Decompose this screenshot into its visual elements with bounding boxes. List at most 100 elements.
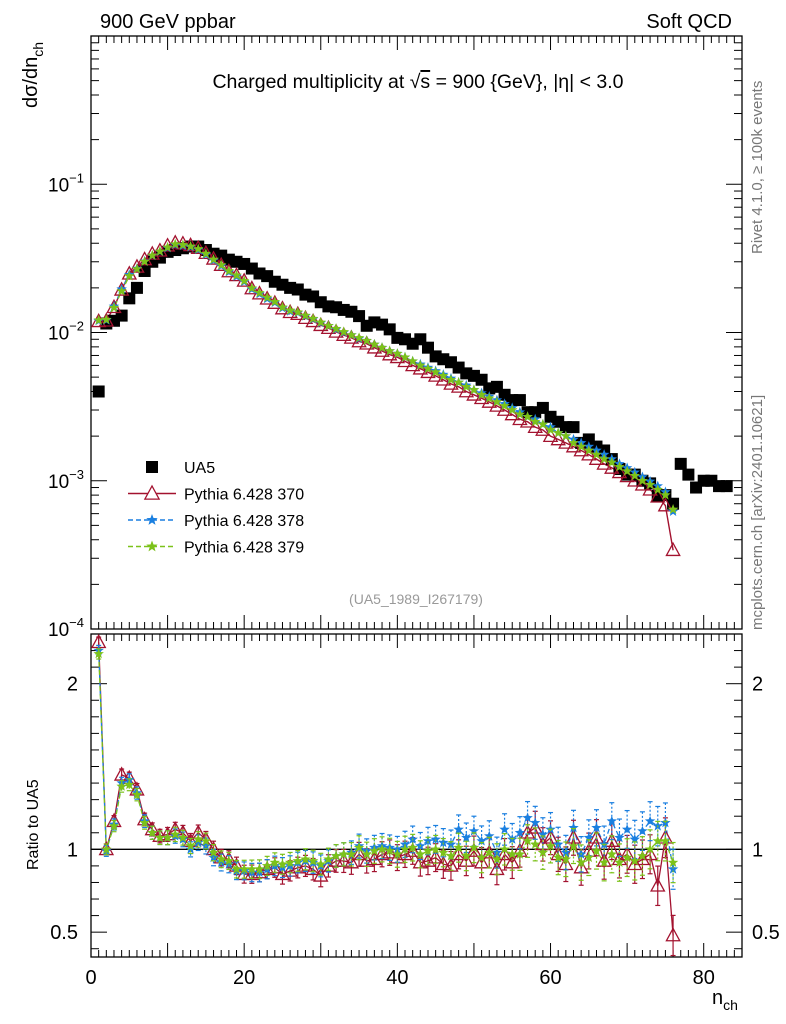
data-point-star-3 (445, 374, 457, 385)
ratio-point-star-1 (522, 812, 533, 823)
reference-label: (UA5_1989_I267179) (349, 591, 483, 607)
ratio-point-star-2 (476, 852, 487, 863)
data-point-star-3 (392, 348, 403, 359)
ratio-point-star-2 (369, 845, 380, 856)
data-point-star-3 (361, 335, 372, 346)
title-sqrt-part: √ (410, 71, 421, 93)
data-point-star-3 (162, 241, 173, 252)
ratio-point-star-2 (200, 835, 212, 846)
x-label-main: n (712, 987, 723, 1009)
data-point-star-3 (284, 304, 296, 315)
ratio-point-star-2 (238, 863, 250, 874)
data-point-star-3 (667, 504, 679, 514)
ratio-point-370 (420, 852, 436, 867)
ratio-point-370 (313, 867, 329, 882)
ratio-point-star-1 (583, 832, 595, 843)
data-point-star-3 (399, 351, 411, 362)
y-tick-exp: −2 (69, 319, 84, 334)
y-tick-label: 10−3 (48, 467, 84, 493)
data-point-370 (389, 348, 406, 364)
ratio-point-star-2 (507, 848, 518, 859)
data-point-ua5 (513, 394, 526, 407)
data-point-370 (397, 352, 413, 368)
ratio-point-star-2 (162, 832, 173, 843)
data-point-370 (634, 476, 651, 491)
data-point-star-3 (154, 246, 166, 256)
ratio-point-star-1 (560, 847, 572, 858)
ratio-point-star-2 (277, 858, 288, 869)
data-point-ua5 (682, 468, 695, 481)
y-tick-base: 10 (48, 620, 69, 641)
ratio-point-star-1 (614, 832, 625, 843)
ratio-point-star-2 (315, 858, 326, 869)
y-tick-exp: −3 (69, 467, 84, 482)
data-point-star-3 (307, 313, 319, 324)
ratio-point-star-2 (193, 833, 204, 844)
data-point-star-3 (246, 282, 258, 293)
data-point-ua5 (92, 385, 105, 398)
header-left-label: 900 GeV ppbar (100, 11, 236, 33)
x-tick-label: 20 (233, 967, 255, 989)
data-point-370 (527, 418, 543, 434)
data-point-star-3 (376, 342, 388, 353)
data-point-370 (366, 339, 383, 354)
data-point-370 (573, 442, 589, 457)
ratio-point-star-2 (346, 848, 357, 859)
ratio-point-star-2 (629, 855, 640, 866)
ratio-point-star-2 (530, 838, 541, 849)
legend-marker-star (146, 540, 158, 552)
data-point-star-3 (238, 275, 250, 286)
data-point-370 (450, 378, 467, 393)
ratio-point-star-2 (422, 845, 434, 856)
ratio-point-star-1 (637, 825, 648, 836)
data-point-370 (642, 481, 658, 496)
ratio-point-370 (443, 857, 459, 872)
data-point-370 (504, 406, 520, 421)
side-text-rivet: Rivet 4.1.0, ≥ 100k events (749, 81, 766, 254)
data-point-star-3 (568, 437, 579, 448)
ratio-point-star-2 (652, 835, 663, 846)
data-point-370 (535, 421, 551, 436)
ratio-point-star-2 (147, 827, 158, 838)
data-point-ua5 (353, 310, 366, 323)
main-panel-marks (91, 234, 733, 557)
ratio-point-star-1 (499, 824, 510, 834)
ratio-point-star-2 (216, 853, 227, 864)
data-point-370 (550, 431, 566, 446)
ratio-point-star-1 (514, 827, 526, 838)
data-point-star-3 (108, 302, 120, 313)
ratio-point-star-2 (101, 843, 112, 854)
ratio-point-star-2 (330, 850, 342, 861)
data-point-370 (458, 383, 475, 398)
y-tick-label: 10−4 (48, 615, 84, 641)
data-point-370 (581, 446, 597, 461)
ratio-point-star-2 (338, 848, 349, 859)
data-point-370 (657, 497, 674, 512)
ratio-axis-ticks: 0 20 40 60 80 0.5 0.5 1 1 2 2 (50, 633, 780, 989)
data-point-star-3 (261, 292, 273, 302)
x-tick-label: 40 (386, 967, 408, 989)
ratio-point-star-2 (667, 857, 679, 867)
ratio-point-370 (573, 859, 589, 874)
data-point-star-3 (277, 301, 288, 312)
data-point-star-3 (323, 320, 334, 331)
data-point-star-3 (468, 384, 480, 395)
data-point-star-3 (338, 326, 349, 337)
ratio-point-star-2 (361, 848, 372, 859)
data-point-star-3 (269, 296, 280, 307)
data-point-star-3 (208, 253, 219, 264)
y-tick-label: 10−2 (48, 319, 84, 345)
data-point-370 (443, 375, 459, 390)
ratio-point-star-2 (468, 842, 480, 853)
ratio-point-370 (435, 855, 452, 871)
ratio-point-star-2 (499, 843, 510, 854)
data-point-370 (404, 357, 421, 372)
data-point-star-3 (139, 256, 150, 266)
data-point-star-3 (231, 269, 242, 280)
ratio-point-star-2 (614, 857, 625, 867)
ratio-panel-frame (90, 633, 743, 958)
ratio-point-star-2 (522, 835, 533, 846)
data-point-370 (489, 397, 505, 412)
data-point-star-3 (507, 404, 518, 415)
